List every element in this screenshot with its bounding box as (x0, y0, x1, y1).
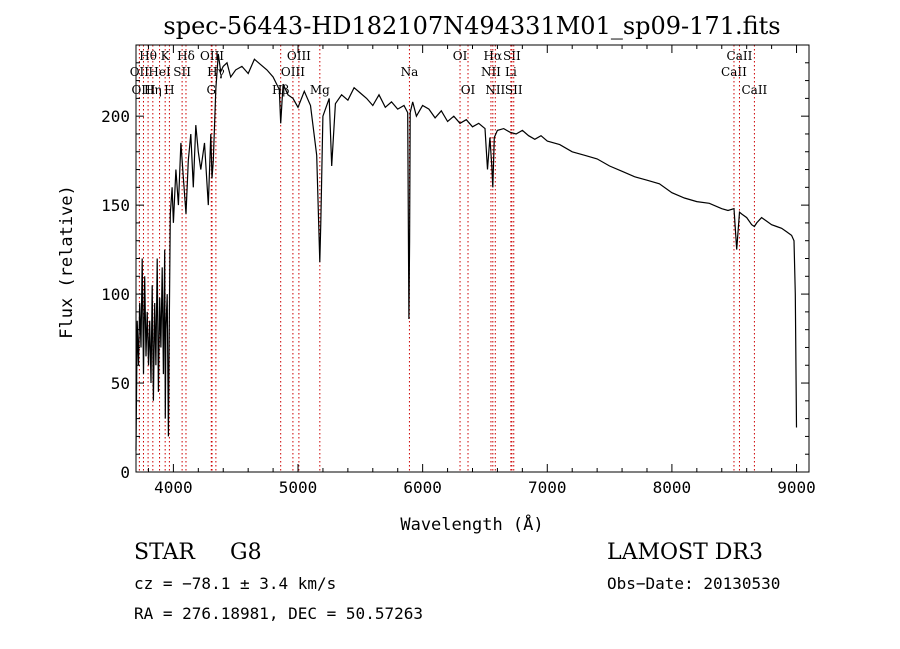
line-label-21: NII (485, 83, 505, 97)
line-label-17: OI (453, 49, 468, 63)
line-label-26: CaII (727, 49, 753, 63)
survey-name: LAMOST DR3 (607, 540, 763, 565)
line-label-23: Li (505, 65, 517, 79)
y-tick-label-0: 0 (120, 463, 130, 482)
line-label-11: Hγ (207, 65, 225, 79)
y-tick-label-50: 50 (111, 374, 130, 393)
y-tick-label-200: 200 (101, 107, 130, 126)
redshift-velocity: cz = −78.1 ± 3.4 km/s (134, 574, 337, 593)
line-label-9: OIII (200, 49, 224, 63)
line-label-18: OI (461, 83, 476, 97)
line-label-27: CaII (741, 83, 767, 97)
spectrum-line (135, 53, 798, 451)
y-axis-label: Flux (relative) (57, 185, 77, 339)
object-subclass: G8 (230, 540, 262, 565)
coordinates: RA = 276.18981, DEC = 50.57263 (134, 604, 423, 623)
x-tick-label-6000: 6000 (403, 478, 442, 497)
line-label-8: Hδ (177, 49, 195, 63)
line-label-25: CaII (721, 65, 747, 79)
line-label-16: Na (401, 65, 419, 79)
line-label-20: Hα (484, 49, 503, 63)
y-tick-label-150: 150 (101, 196, 130, 215)
x-tick-label-7000: 7000 (528, 478, 567, 497)
x-tick-label-5000: 5000 (279, 478, 318, 497)
line-label-24: SII (505, 83, 523, 97)
line-label-1: OII (130, 65, 150, 79)
line-label-2: OIII (131, 83, 155, 97)
line-label-19: NII (481, 65, 501, 79)
observation-date: Obs−Date: 20130530 (607, 574, 781, 593)
line-label-5: K (161, 49, 171, 63)
y-tick-label-100: 100 (101, 285, 130, 304)
line-label-14: OIII (287, 49, 311, 63)
line-label-22: SII (503, 49, 521, 63)
x-tick-label-9000: 9000 (777, 478, 816, 497)
plot-frame (135, 44, 810, 473)
line-label-10: G (206, 83, 216, 97)
line-label-0: Hθ (139, 49, 157, 63)
x-tick-label-4000: 4000 (154, 478, 193, 497)
line-label-7: SII (173, 65, 191, 79)
x-axis-label: Wavelength (Å) (400, 513, 543, 535)
line-label-3: Hη (144, 83, 162, 97)
line-label-12: Hβ (272, 83, 289, 97)
line-label-6: H (164, 83, 174, 97)
line-label-13: OIII (281, 65, 305, 79)
x-tick-label-8000: 8000 (653, 478, 692, 497)
chart-title: spec-56443-HD182107N494331M01_sp09-171.f… (163, 12, 780, 40)
object-class: STAR (134, 540, 195, 565)
line-label-4: HeI (148, 65, 171, 79)
line-label-15: Mg (310, 83, 330, 97)
